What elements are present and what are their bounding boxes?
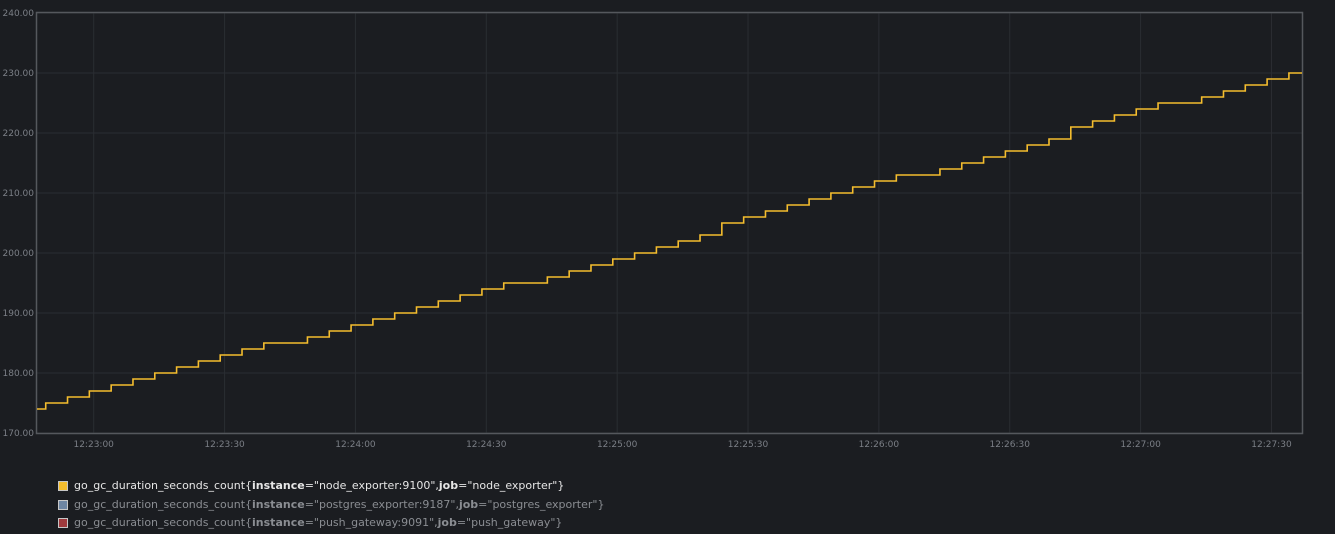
legend-label-value-instance: ="postgres_exporter:9187", — [304, 497, 459, 511]
legend-label-value-job: ="node_exporter" — [458, 479, 558, 492]
x-tick-label: 12:27:00 — [1120, 440, 1161, 450]
x-tick-label: 12:23:30 — [204, 440, 245, 450]
x-tick-label: 12:23:00 — [73, 440, 114, 450]
legend-brace-close: } — [557, 479, 565, 492]
legend-label-key-job: job — [437, 516, 457, 529]
legend-label-key-instance: instance — [252, 497, 305, 511]
legend-label-value-instance: ="node_exporter:9100", — [304, 479, 439, 492]
legend-brace-close: } — [555, 516, 563, 529]
legend-label-key-job: job — [438, 479, 459, 492]
legend: go_gc_duration_seconds_count{instance ="n… — [58, 477, 604, 533]
y-tick-label: 210.00 — [3, 189, 35, 199]
x-tick-label: 12:24:00 — [335, 440, 376, 450]
legend-label-key-instance: instance — [252, 516, 305, 529]
legend-label-value-job: ="postgres_exporter" — [478, 497, 598, 511]
legend-metric-name: go_gc_duration_seconds_count — [74, 516, 246, 529]
legend-label-key-job: job — [458, 497, 479, 511]
y-tick-label: 220.00 — [3, 129, 35, 139]
grid-lines — [37, 12, 1302, 434]
series-layer — [37, 72, 1302, 410]
y-tick-label: 240.00 — [3, 9, 35, 19]
x-tick-label: 12:26:00 — [859, 440, 900, 450]
x-tick-label: 12:25:30 — [728, 440, 769, 450]
legend-label-key-instance: instance — [252, 479, 305, 492]
y-tick-label: 230.00 — [3, 69, 35, 79]
legend-brace-open: { — [245, 516, 253, 529]
x-tick-label: 12:24:30 — [466, 440, 507, 450]
y-tick-label: 170.00 — [3, 429, 35, 439]
legend-brace-open: { — [245, 479, 253, 492]
time-series-chart[interactable]: 170.00 180.00 190.00 200.00 210.00 220.00 230.… — [0, 0, 1335, 465]
y-tick-label: 200.00 — [3, 249, 35, 259]
legend-label-value-instance: ="push_gateway:9091", — [304, 516, 438, 529]
legend-brace-open: { — [245, 497, 253, 511]
x-tick-label: 12:27:30 — [1251, 440, 1292, 450]
series-color-swatch — [58, 481, 68, 492]
y-axis-labels: 170.00 180.00 190.00 200.00 210.00 220.00 230.… — [3, 9, 35, 439]
legend-item-postgres-exporter[interactable]: go_gc_duration_seconds_count{instance ="p… — [58, 496, 604, 515]
legend-metric-name: go_gc_duration_seconds_count — [74, 497, 246, 511]
x-axis-labels: 12:23:00 12:23:30 12:24:00 12:24:30 12:25:00… — [73, 440, 1291, 450]
x-tick-label: 12:25:00 — [597, 440, 638, 450]
legend-label-value-job: ="push_gateway" — [456, 516, 556, 529]
legend-item-push-gateway[interactable]: go_gc_duration_seconds_count{instance ="p… — [58, 514, 604, 533]
series-color-swatch — [58, 518, 68, 529]
plot-frame — [35, 11, 1304, 435]
y-tick-label: 180.00 — [3, 369, 35, 379]
legend-item-node-exporter[interactable]: go_gc_duration_seconds_count{instance ="n… — [58, 477, 604, 496]
y-tick-label: 190.00 — [3, 309, 35, 319]
series-line — [37, 72, 1302, 410]
series-color-swatch — [58, 499, 68, 510]
legend-brace-close: } — [597, 497, 605, 511]
x-tick-label: 12:26:30 — [990, 440, 1031, 450]
legend-metric-name: go_gc_duration_seconds_count — [74, 479, 246, 492]
